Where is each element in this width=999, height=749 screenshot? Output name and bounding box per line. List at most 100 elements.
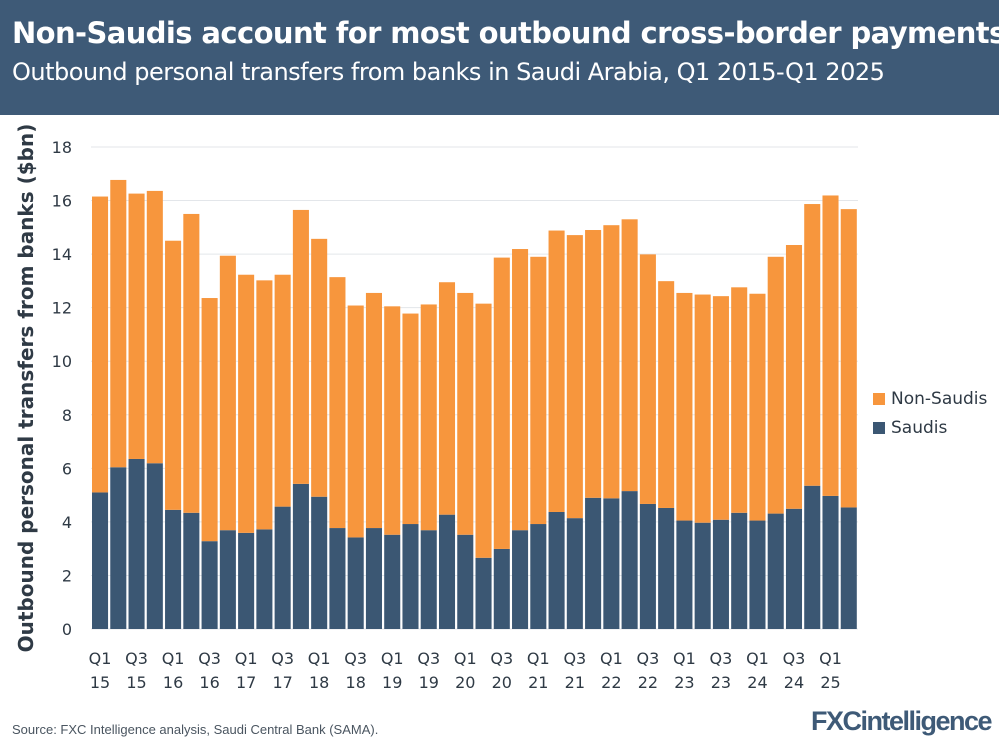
x-tick-label-year: 19: [419, 673, 439, 692]
bar-non-saudis: [530, 256, 547, 525]
y-tick-label: 2: [62, 566, 72, 585]
bar-saudis: [658, 507, 675, 629]
bar-non-saudis: [183, 213, 200, 513]
y-tick-label: 18: [52, 138, 72, 157]
x-tick-label-quarter: Q3: [490, 649, 513, 668]
bar-saudis: [128, 458, 145, 629]
bar-saudis: [512, 530, 529, 629]
legend-item-non-saudis: Non-Saudis: [873, 389, 987, 409]
bar-non-saudis: [238, 274, 255, 533]
x-tick-label-year: 17: [272, 673, 292, 692]
y-tick-label: 4: [62, 513, 72, 532]
bar-saudis: [146, 463, 163, 629]
x-tick-label-year: 18: [346, 673, 366, 692]
bar-non-saudis: [493, 257, 510, 549]
bar-saudis: [785, 508, 803, 629]
bar-saudis: [92, 492, 109, 629]
source-note: Source: FXC Intelligence analysis, Saudi…: [12, 722, 379, 737]
bar-non-saudis: [621, 219, 638, 492]
bar-non-saudis: [749, 293, 766, 521]
bar-non-saudis: [785, 245, 803, 509]
y-tick-label: 16: [52, 192, 72, 211]
bar-non-saudis: [110, 179, 127, 468]
bar-non-saudis: [457, 292, 474, 535]
chart-subtitle: Outbound personal transfers from banks i…: [12, 58, 885, 86]
legend-label-saudis: Saudis: [891, 418, 948, 438]
bar-saudis: [183, 512, 200, 629]
bar-saudis: [493, 548, 510, 629]
x-tick-label-year: 19: [382, 673, 402, 692]
bar-saudis: [329, 528, 346, 629]
bar-saudis: [712, 519, 729, 629]
bar-saudis: [585, 497, 602, 629]
bar-saudis: [621, 491, 638, 629]
y-tick-label: 0: [62, 620, 72, 639]
bar-non-saudis: [420, 304, 437, 531]
bar-non-saudis: [92, 196, 109, 493]
bar-non-saudis: [585, 230, 602, 498]
x-tick-label-quarter: Q1: [673, 649, 696, 668]
bar-non-saudis: [402, 313, 419, 525]
bar-saudis: [749, 520, 766, 629]
bars: [92, 179, 857, 629]
bar-saudis: [292, 483, 309, 629]
bar-non-saudis: [512, 249, 529, 531]
bar-saudis: [603, 498, 620, 629]
bar-saudis: [165, 509, 182, 629]
bar-saudis: [822, 495, 839, 629]
x-tick-label-quarter: Q3: [125, 649, 148, 668]
bar-saudis: [347, 537, 364, 629]
x-tick-label-quarter: Q3: [636, 649, 659, 668]
x-tick-label-year: 23: [711, 673, 731, 692]
x-tick-label-year: 23: [674, 673, 694, 692]
bar-non-saudis: [822, 195, 839, 496]
bar-non-saudis: [347, 305, 364, 538]
x-tick-label-year: 22: [601, 673, 621, 692]
x-tick-label-year: 16: [199, 673, 219, 692]
x-tick-label-quarter: Q3: [198, 649, 221, 668]
x-tick-label-year: 21: [565, 673, 585, 692]
x-tick-label-year: 24: [747, 673, 767, 692]
x-tick-label-quarter: Q1: [235, 649, 258, 668]
y-axis-label: Outbound personal transfers from banks (…: [14, 124, 38, 653]
bar-saudis: [639, 503, 656, 629]
bar-non-saudis: [548, 230, 565, 512]
x-tick-label-year: 15: [90, 673, 110, 692]
legend-label-non-saudis: Non-Saudis: [891, 389, 988, 409]
x-tick-label-quarter: Q3: [710, 649, 733, 668]
bar-non-saudis: [219, 255, 236, 531]
y-tick-label: 12: [52, 299, 72, 318]
bar-saudis: [676, 520, 693, 629]
gridlines: [91, 146, 858, 630]
y-tick-label: 8: [62, 406, 72, 425]
x-tick-label-quarter: Q3: [417, 649, 440, 668]
x-tick-label-quarter: Q1: [89, 649, 112, 668]
bar-saudis: [694, 522, 711, 629]
bar-non-saudis: [274, 274, 291, 507]
x-tick-label-quarter: Q1: [381, 649, 404, 668]
bar-non-saudis: [438, 282, 456, 515]
x-tick-label-year: 22: [638, 673, 658, 692]
x-tick-label-year: 18: [309, 673, 329, 692]
bar-saudis: [731, 512, 748, 629]
bar-non-saudis: [694, 294, 711, 523]
x-tick-label-quarter: Q1: [527, 649, 550, 668]
bar-saudis: [840, 507, 857, 629]
header-banner: Non-Saudis account for most outbound cro…: [0, 0, 999, 115]
x-tick-label-quarter: Q1: [454, 649, 477, 668]
y-tick-label: 14: [52, 245, 72, 264]
bar-saudis: [256, 529, 273, 629]
x-tick-label-year: 21: [528, 673, 548, 692]
bar-saudis: [402, 524, 419, 629]
bar-saudis: [274, 506, 291, 629]
bar-non-saudis: [566, 235, 583, 519]
legend-item-saudis: Saudis: [873, 418, 947, 438]
bar-saudis: [219, 530, 236, 629]
x-tick-label-quarter: Q1: [162, 649, 185, 668]
x-tick-label-year: 16: [163, 673, 183, 692]
bar-non-saudis: [712, 296, 729, 520]
bar-non-saudis: [329, 277, 346, 529]
bar-saudis: [110, 467, 127, 629]
legend-swatch-non-saudis: [873, 393, 885, 405]
bar-saudis: [475, 557, 492, 629]
